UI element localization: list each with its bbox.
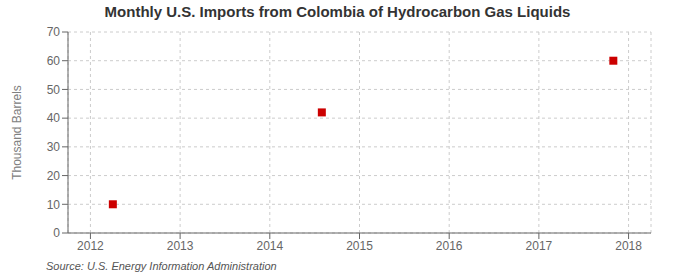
html-text:Monthly U.S. Imports from Colo: Monthly U.S. Imports from Colombia of Hy…: [104, 3, 571, 20]
svg-text:70: 70: [47, 25, 61, 39]
svg-text:40: 40: [47, 111, 61, 125]
svg-text:Thousand Barrels: Thousand Barrels: [10, 85, 24, 180]
svg-text:50: 50: [47, 83, 61, 97]
html-text:Source: U.S. Energy Informatio: Source: U.S. Energy Information Administ…: [46, 260, 277, 272]
svg-text:2014: 2014: [256, 239, 283, 253]
svg-text:2016: 2016: [436, 239, 463, 253]
svg-text:2015: 2015: [346, 239, 373, 253]
svg-text:2012: 2012: [77, 239, 104, 253]
svg-text:2018: 2018: [615, 239, 642, 253]
svg-text:10: 10: [47, 198, 61, 212]
svg-text:2013: 2013: [167, 239, 194, 253]
svg-text:60: 60: [47, 54, 61, 68]
svg-text:0: 0: [53, 226, 60, 240]
svg-text:30: 30: [47, 140, 61, 154]
svg-text:2017: 2017: [526, 239, 553, 253]
svg-text:20: 20: [47, 169, 61, 183]
